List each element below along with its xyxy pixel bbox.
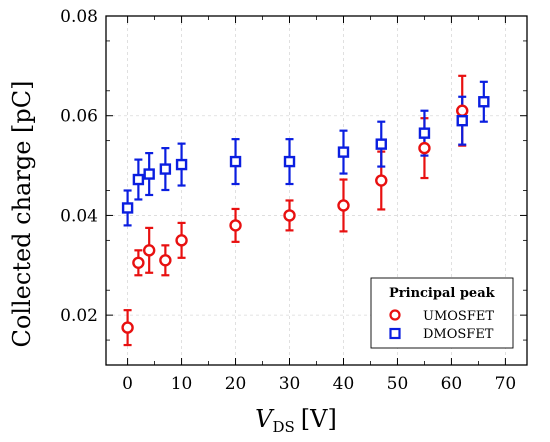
y-tick-label: 0.06 xyxy=(60,107,98,127)
y-tick-label: 0.08 xyxy=(60,7,98,27)
x-tick-label: 20 xyxy=(225,374,247,394)
umosfet-point xyxy=(132,256,145,269)
y-tick-label: 0.04 xyxy=(60,206,98,226)
umosfet-point xyxy=(337,199,350,212)
x-tick-label: 40 xyxy=(333,374,355,394)
umosfet-point xyxy=(375,174,388,187)
umosfet-point xyxy=(159,254,172,267)
x-axis-title-sub: DS xyxy=(272,418,294,436)
dmosfet-point xyxy=(229,155,242,168)
dmosfet-point xyxy=(175,158,188,171)
x-axis-title: VDS [V] xyxy=(255,405,337,436)
umosfet-point xyxy=(175,234,188,247)
dmosfet-point xyxy=(375,138,387,150)
dmosfet-point xyxy=(337,146,350,158)
legend-label-umosfet: UMOSFET xyxy=(423,309,494,324)
x-tick-label: 10 xyxy=(171,374,193,394)
y-tick-label: 0.02 xyxy=(60,306,98,326)
dmosfet-point xyxy=(478,96,490,108)
x-tick-label: 50 xyxy=(387,374,409,394)
dmosfet-point xyxy=(456,114,468,127)
x-axis-title-main: V xyxy=(255,405,275,433)
dmosfet-point xyxy=(418,127,431,139)
x-tick-label: 0 xyxy=(122,374,133,394)
tick-labels: 0 10 20 30 40 50 60 70 0.02 0.04 0.06 0.08 xyxy=(60,7,516,394)
umosfet-point xyxy=(283,209,296,222)
legend-marker-dmosfet xyxy=(389,327,401,340)
x-tick-label: 30 xyxy=(279,374,301,394)
y-axis-title: Collected charge [pC] xyxy=(8,81,36,348)
dmosfet-point xyxy=(132,173,145,186)
markers xyxy=(121,96,490,334)
x-tick-label: 60 xyxy=(441,374,463,394)
dmosfet-point xyxy=(159,163,172,175)
umosfet-point xyxy=(121,321,134,334)
dmosfet-point xyxy=(121,202,134,214)
dmosfet-point xyxy=(283,155,296,168)
dmosfet-point xyxy=(143,168,155,180)
legend-marker-umosfet xyxy=(389,309,401,321)
umosfet-point xyxy=(456,104,469,117)
umosfet-point xyxy=(418,141,431,155)
x-axis-title-unit: [V] xyxy=(301,405,337,433)
ticks xyxy=(106,15,527,365)
legend-label-dmosfet: DMOSFET xyxy=(423,327,494,342)
legend-box xyxy=(370,277,514,349)
legend-title: Principal peak xyxy=(389,286,496,301)
umosfet-point xyxy=(229,219,242,232)
x-tick-label: 70 xyxy=(495,374,517,394)
umosfet-point xyxy=(142,244,156,257)
legend: Principal peak UMOSFET DMOSFET xyxy=(370,277,514,349)
